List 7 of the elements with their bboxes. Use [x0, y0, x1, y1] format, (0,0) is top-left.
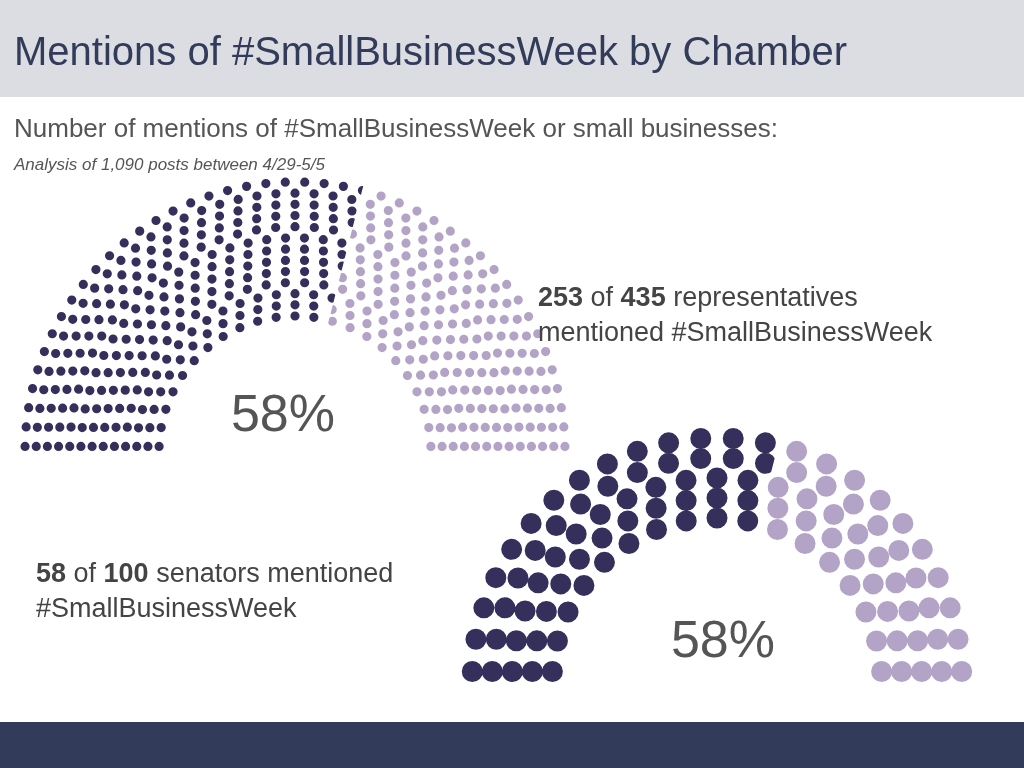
text: 58 of 100 senators mentioned #SmallBusinessWeek	[36, 558, 394, 624]
text: Analysis of 1,090 posts between 4/29-5/5	[13, 155, 326, 174]
chart-title: Mentions of #SmallBusinessWeek by Chamber	[14, 29, 847, 73]
text: 253 of 435 representatives mentioned #SmallBusinessWeek	[538, 282, 933, 348]
text: 58%	[670, 610, 776, 668]
chart-subtitle: Number of mentions of #SmallBusinessWeek or small businesses:	[14, 113, 778, 143]
text: 58%	[230, 384, 336, 442]
